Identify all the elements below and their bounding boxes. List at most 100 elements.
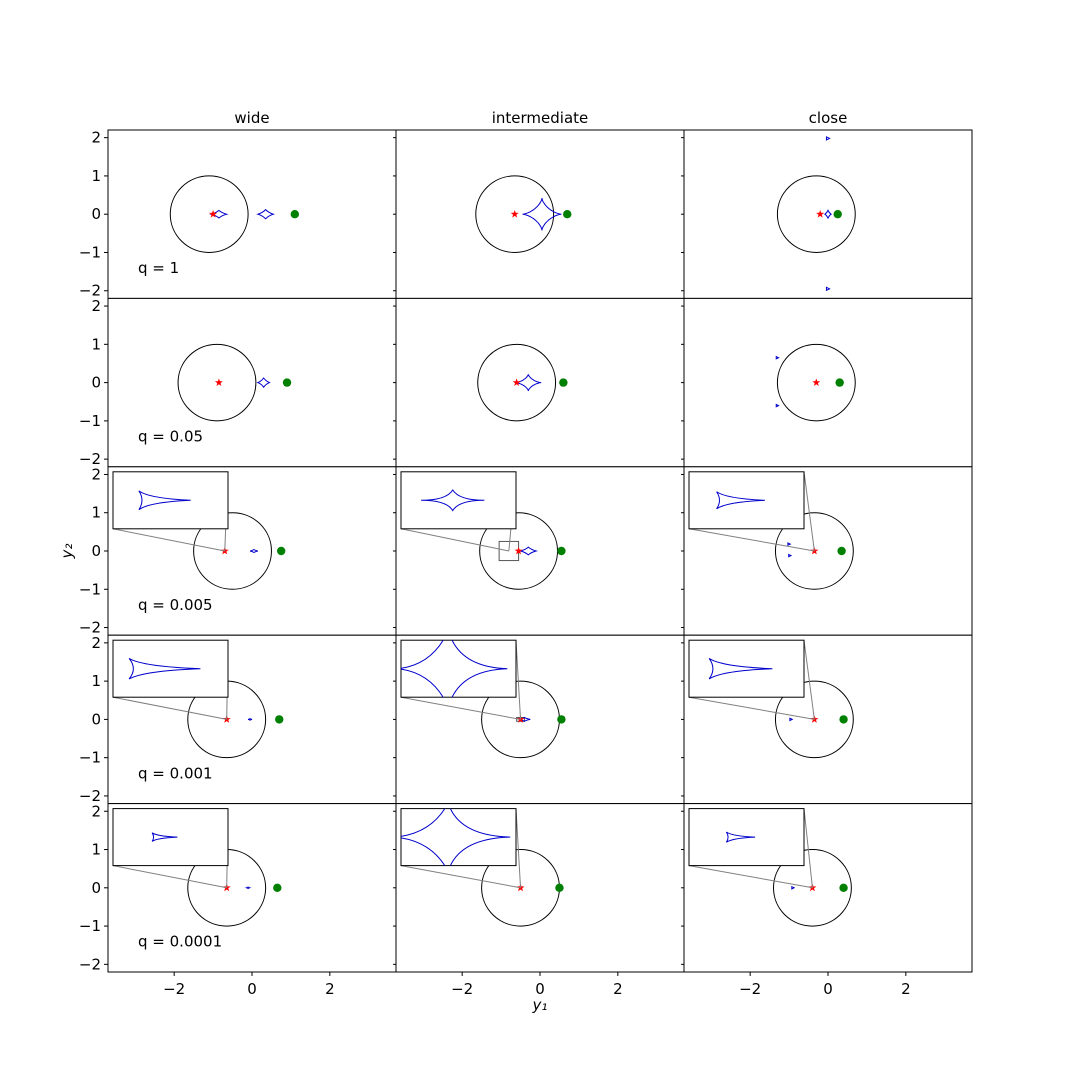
- row-label: q = 0.0001: [138, 933, 222, 951]
- planet-dot: [563, 210, 572, 219]
- panel-r1-c3: close: [681, 109, 973, 299]
- y-tick-label: 1: [91, 841, 101, 859]
- inset-plot: [138, 490, 191, 511]
- x-tick-label: 2: [613, 980, 623, 998]
- panel-r1-c1: q = 1 2 1 0 −1 −2 wide: [79, 109, 397, 300]
- panel-r2-c1: q = 0.05 2 1 0 −1 −2: [79, 297, 397, 468]
- caustic-curve: [775, 403, 780, 408]
- einstein-ring: [774, 512, 854, 590]
- inset-link-line: [515, 640, 522, 720]
- panel-r3-c1: q = 0.005 2 1 0 −1 −2: [79, 465, 397, 637]
- einstein-ring: [193, 512, 272, 590]
- y-tick-label: −2: [79, 619, 101, 637]
- inset-panel: [688, 808, 805, 867]
- y-tick-label: −1: [79, 243, 101, 261]
- caustic-curve: [825, 136, 831, 141]
- y-tick-label: −1: [79, 580, 101, 598]
- caustic-curve: [787, 542, 792, 547]
- panel-frame: [107, 129, 397, 299]
- caustic-curve: [522, 197, 562, 231]
- y-tick-label: 2: [91, 802, 101, 820]
- y-tick-label: −1: [79, 749, 101, 767]
- panel-frame: [107, 297, 397, 468]
- column-title: wide: [234, 109, 269, 127]
- y-tick-label: 1: [91, 167, 101, 185]
- inset-caustic-curve: [421, 489, 485, 512]
- y-axis-label: y₂: [58, 544, 76, 560]
- caustic-curve: [256, 377, 271, 389]
- caustic-curve: [244, 886, 252, 890]
- panel-r3-c2: [393, 466, 685, 636]
- source-star: [514, 546, 523, 555]
- einstein-ring: [773, 849, 852, 927]
- source-star: [512, 378, 521, 386]
- planet-dot: [559, 378, 568, 387]
- einstein-ring: [774, 680, 854, 759]
- inset-caustic-curve: [128, 658, 201, 680]
- planet-dot: [282, 378, 292, 387]
- inset-link-line: [688, 528, 815, 552]
- y-tick-label: 2: [91, 129, 101, 147]
- source-star: [510, 210, 519, 218]
- planet-dot: [557, 715, 566, 724]
- planet-dot: [275, 715, 284, 724]
- planet-dot: [555, 883, 564, 892]
- caustic-curve: [788, 553, 793, 558]
- einstein-ring: [477, 343, 557, 422]
- inset-plot: [725, 831, 756, 843]
- source-star: [816, 210, 825, 218]
- einstein-ring: [776, 343, 856, 422]
- panel-r3-c3: [681, 466, 973, 636]
- caustic-curve: [515, 374, 542, 392]
- caustic-curve: [247, 718, 253, 721]
- inset-link-line: [515, 808, 522, 888]
- caustic-curve: [518, 546, 539, 556]
- x-axis-label: y₁: [532, 996, 548, 1014]
- y-tick-label: 2: [91, 465, 101, 483]
- y-tick-label: 1: [91, 335, 101, 353]
- y-tick-label: −2: [79, 955, 101, 973]
- inset-caustic-curve: [151, 832, 178, 842]
- inset-link-line: [112, 528, 225, 552]
- panel-frame: [395, 129, 685, 299]
- panel-r5-c2: −2 0 2: [393, 803, 685, 998]
- x-tick-label: 2: [325, 980, 335, 998]
- source-star: [209, 210, 218, 218]
- inset-link-line: [803, 471, 815, 552]
- inset-plot: [716, 491, 765, 510]
- inset-panel: [400, 639, 517, 698]
- inset-link-line: [112, 696, 227, 720]
- inset-plot: [421, 489, 485, 512]
- y-tick-label: 0: [91, 374, 101, 392]
- inset-panel: [112, 471, 229, 530]
- caustic-curve: [775, 355, 780, 360]
- panel-plot-area: [479, 512, 566, 590]
- planet-dot: [290, 210, 300, 219]
- y-tick-label: −2: [79, 450, 101, 468]
- x-tick-label: 2: [901, 980, 911, 998]
- x-tick-label: −2: [739, 980, 761, 998]
- planet-dot: [276, 546, 286, 556]
- y-tick-label: 1: [91, 504, 101, 522]
- panel-r4-c1: q = 0.001 2 1 0 −1 −2: [79, 634, 397, 805]
- einstein-ring: [169, 175, 249, 253]
- panel-r5-c3: −2 0 2: [681, 803, 973, 998]
- inset-link-line: [112, 865, 227, 889]
- inset-link-line: [400, 528, 509, 552]
- column-title: close: [809, 109, 848, 127]
- einstein-ring: [776, 175, 856, 253]
- panel-grid: q = 1 2 1 0 −1 −2 wide intermediate close q = 0.0…: [79, 109, 973, 998]
- panel-plot-area: [775, 343, 856, 422]
- y-tick-label: 0: [91, 542, 101, 560]
- inset-link-line: [688, 696, 815, 720]
- einstein-ring: [475, 175, 555, 253]
- y-tick-label: 0: [91, 205, 101, 223]
- panel-r4-c2: [393, 634, 685, 805]
- y-tick-label: −2: [79, 282, 101, 300]
- planet-dot: [273, 883, 282, 892]
- x-tick-label: 0: [535, 980, 545, 998]
- panel-frame: [683, 129, 973, 299]
- planet-dot: [839, 715, 848, 724]
- source-star: [812, 378, 821, 386]
- inset-panel: [688, 639, 805, 698]
